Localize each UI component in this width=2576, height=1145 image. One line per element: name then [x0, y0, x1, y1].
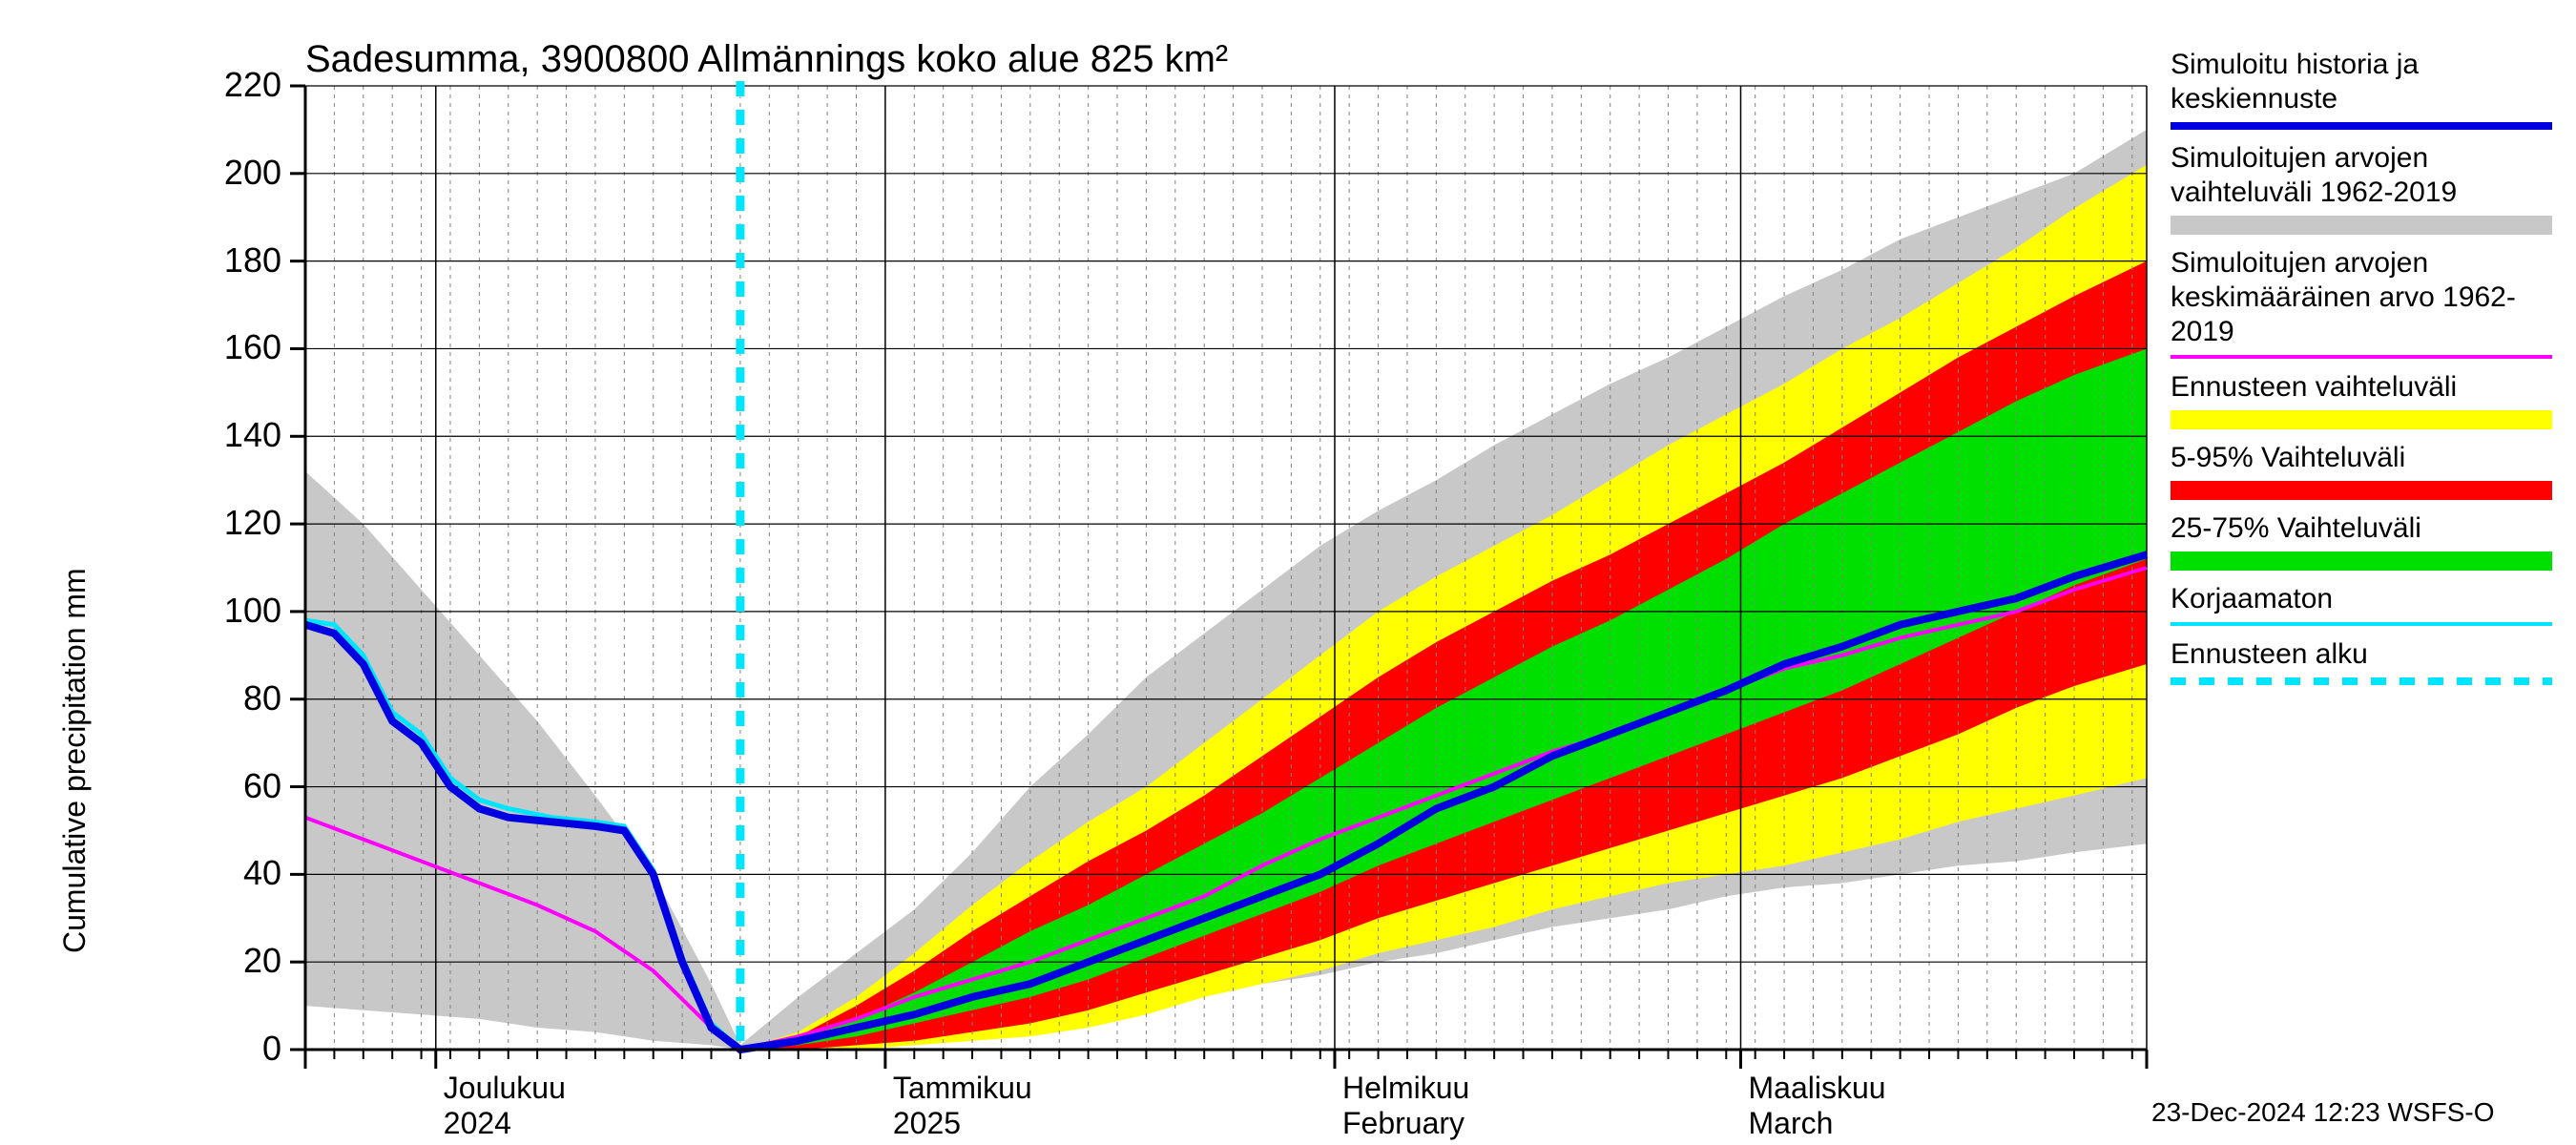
legend-swatch [2171, 410, 2552, 429]
x-month-label: Tammikuu2025 [893, 1071, 1032, 1141]
y-tick: 140 [224, 415, 281, 455]
legend-swatch [2171, 481, 2552, 500]
y-tick: 80 [243, 678, 281, 718]
y-tick: 60 [243, 766, 281, 806]
legend-entry: 25-75% Vaihteluväli [2171, 511, 2552, 571]
y-tick: 220 [224, 65, 281, 105]
legend-label: Ennusteen alku [2171, 637, 2552, 672]
plot-area [305, 86, 2147, 1050]
legend-swatch [2171, 552, 2552, 571]
legend-label: Simuloitu historia ja keskiennuste [2171, 48, 2552, 116]
y-tick: 40 [243, 853, 281, 893]
legend-swatch [2171, 216, 2552, 235]
y-tick: 180 [224, 240, 281, 281]
x-month-label: HelmikuuFebruary [1342, 1071, 1469, 1141]
legend-swatch [2171, 122, 2552, 130]
y-tick: 160 [224, 327, 281, 367]
legend-label: Simuloitujen arvojen keskimääräinen arvo… [2171, 246, 2552, 349]
legend-swatch [2171, 677, 2552, 685]
legend: Simuloitu historia ja keskiennuste Simulo… [2171, 48, 2552, 697]
legend-label: Korjaamaton [2171, 582, 2552, 616]
x-month-label: Joulukuu2024 [444, 1071, 566, 1141]
legend-swatch [2171, 355, 2552, 359]
legend-label: Ennusteen vaihteluväli [2171, 370, 2552, 405]
y-tick: 100 [224, 591, 281, 631]
plot-svg [305, 86, 2147, 1050]
legend-entry: Ennusteen alku [2171, 637, 2552, 685]
legend-label: Simuloitujen arvojen vaihteluväli 1962-2… [2171, 141, 2552, 210]
legend-entry: 5-95% Vaihteluväli [2171, 441, 2552, 500]
footer-timestamp: 23-Dec-2024 12:23 WSFS-O [2151, 1097, 2495, 1128]
legend-entry: Simuloitujen arvojen keskimääräinen arvo… [2171, 246, 2552, 359]
y-tick: 0 [262, 1029, 281, 1069]
legend-entry: Simuloitu historia ja keskiennuste [2171, 48, 2552, 130]
chart-title: Sadesumma, 3900800 Allmännings koko alue… [305, 38, 1228, 81]
y-tick: 200 [224, 153, 281, 193]
y-tick: 20 [243, 941, 281, 981]
legend-entry: Simuloitujen arvojen vaihteluväli 1962-2… [2171, 141, 2552, 235]
x-month-label: MaaliskuuMarch [1748, 1071, 1885, 1141]
legend-entry: Korjaamaton [2171, 582, 2552, 626]
y-axis-label: Cumulative precipitation mm [57, 568, 93, 953]
y-tick: 120 [224, 503, 281, 543]
legend-label: 5-95% Vaihteluväli [2171, 441, 2552, 475]
legend-swatch [2171, 622, 2552, 626]
legend-entry: Ennusteen vaihteluväli [2171, 370, 2552, 429]
legend-label: 25-75% Vaihteluväli [2171, 511, 2552, 546]
